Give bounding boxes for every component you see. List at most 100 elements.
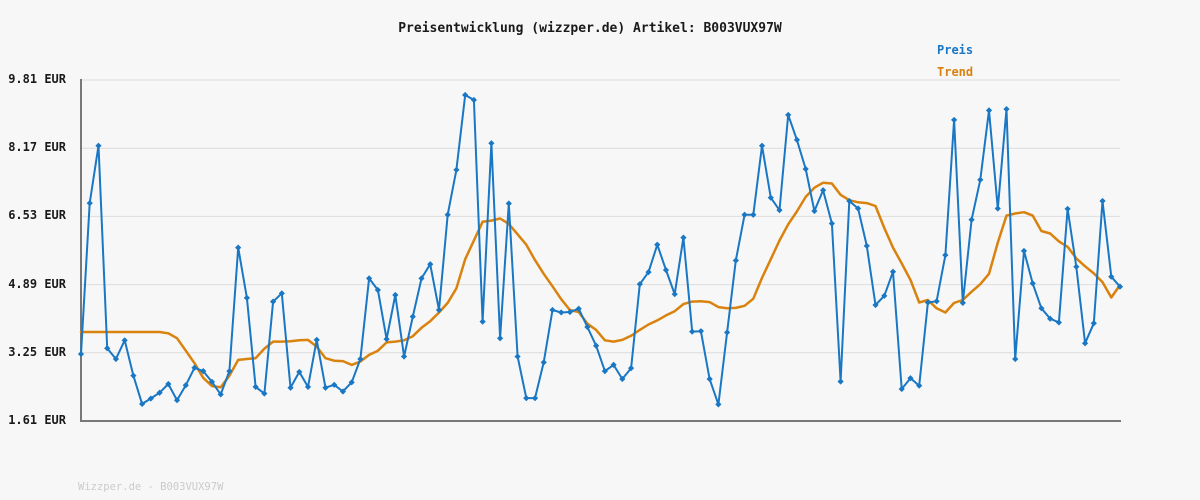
data-point-marker [400, 353, 408, 360]
data-point-marker [252, 383, 259, 390]
data-point-marker [427, 261, 434, 268]
data-point-marker [758, 142, 766, 149]
data-point-marker [479, 318, 486, 325]
data-point-marker [331, 381, 338, 388]
data-point-marker [593, 342, 600, 349]
data-point-marker [147, 395, 154, 402]
data-point-marker [1108, 273, 1115, 280]
data-point-marker [654, 241, 661, 248]
data-point-marker [889, 268, 897, 275]
data-point-marker [802, 165, 809, 173]
data-point-marker [278, 290, 285, 297]
data-point-marker [112, 355, 120, 363]
y-axis-tick-label: 9.81 EUR [8, 72, 66, 86]
data-point-marker [462, 91, 469, 99]
data-point-marker [514, 353, 521, 360]
data-point-marker [793, 136, 801, 143]
data-point-marker [872, 301, 879, 309]
data-point-marker [1020, 247, 1028, 255]
data-point-marker [1055, 319, 1062, 326]
data-point-marker [269, 298, 277, 305]
data-point-marker [409, 313, 416, 320]
data-point-marker [697, 328, 705, 335]
data-point-marker [86, 199, 93, 207]
data-point-marker [732, 257, 739, 264]
data-point-marker [1090, 320, 1097, 327]
data-point-marker [165, 380, 172, 388]
trend-line [79, 181, 1122, 389]
y-axis-tick-label: 3.25 EUR [8, 344, 66, 359]
data-point-marker [226, 367, 233, 375]
data-point-marker [1029, 280, 1036, 287]
data-point-marker [933, 298, 940, 305]
data-point-marker [243, 294, 250, 302]
data-point-marker [671, 291, 678, 298]
y-axis-tick-label: 8.17 EUR [8, 140, 66, 155]
data-point-marker [566, 308, 574, 316]
data-point-marker [173, 397, 181, 404]
data-point-marker [383, 335, 390, 343]
data-point-marker [488, 140, 495, 147]
data-point-marker [776, 207, 783, 214]
data-point-marker [837, 378, 844, 385]
data-point-marker [348, 379, 355, 386]
data-point-marker [200, 367, 207, 375]
data-point-marker [785, 111, 792, 119]
data-point-marker [558, 309, 565, 316]
data-point-marker [208, 378, 216, 386]
legend-item-preis: Preis [937, 43, 974, 57]
data-point-marker [374, 286, 381, 294]
data-point-marker [322, 384, 329, 391]
data-point-marker [156, 389, 163, 396]
data-point-marker [191, 364, 198, 371]
data-point-marker [1003, 106, 1010, 113]
data-point-marker [715, 401, 722, 408]
data-point-marker [854, 205, 862, 212]
data-point-marker [584, 323, 591, 331]
data-point-marker [1099, 197, 1106, 205]
data-point-marker [898, 385, 905, 393]
data-point-marker [235, 244, 242, 251]
data-point-marker [942, 251, 949, 259]
data-point-marker [496, 335, 504, 342]
data-point-marker [724, 329, 731, 336]
data-point-marker [357, 355, 364, 363]
chart-title: Preisentwicklung (wizzper.de) Artikel: B… [398, 21, 782, 36]
watermark-label: Wizzper.de - B003VUX97W [78, 481, 224, 493]
data-point-marker [1081, 340, 1089, 347]
data-point-marker [610, 361, 617, 368]
data-point-marker [444, 211, 451, 218]
data-point-marker [104, 345, 111, 352]
data-point-marker [968, 216, 975, 223]
data-point-marker [130, 372, 137, 379]
legend-item-trend: Trend [937, 65, 974, 79]
data-point-marker [182, 382, 189, 389]
chart-legend: Preis Trend [937, 39, 973, 83]
data-point-marker [994, 205, 1001, 212]
data-point-marker [1047, 315, 1054, 322]
data-point-marker [435, 306, 443, 314]
y-axis-tick-label: 6.53 EUR [8, 208, 66, 223]
data-point-marker [453, 166, 460, 173]
data-point-marker [1073, 263, 1080, 270]
data-point-marker [366, 275, 373, 282]
data-point-marker [820, 187, 827, 194]
data-point-marker [662, 266, 670, 274]
preis-line [80, 94, 1121, 406]
data-point-marker [313, 336, 320, 344]
data-point-marker [549, 306, 556, 314]
data-point-marker [627, 365, 635, 372]
data-point-marker [680, 234, 687, 241]
data-point-marker [916, 382, 923, 389]
y-axis-tick-label: 4.89 EUR [8, 276, 66, 291]
data-point-marker [261, 390, 268, 397]
data-point-marker [575, 305, 582, 312]
data-point-marker [217, 391, 224, 398]
data-point-marker [985, 107, 993, 114]
data-point-marker [77, 350, 85, 358]
data-point-marker [1038, 305, 1045, 312]
y-axis-tick-label: 1.61 EUR [8, 413, 66, 427]
data-point-marker [296, 368, 303, 376]
